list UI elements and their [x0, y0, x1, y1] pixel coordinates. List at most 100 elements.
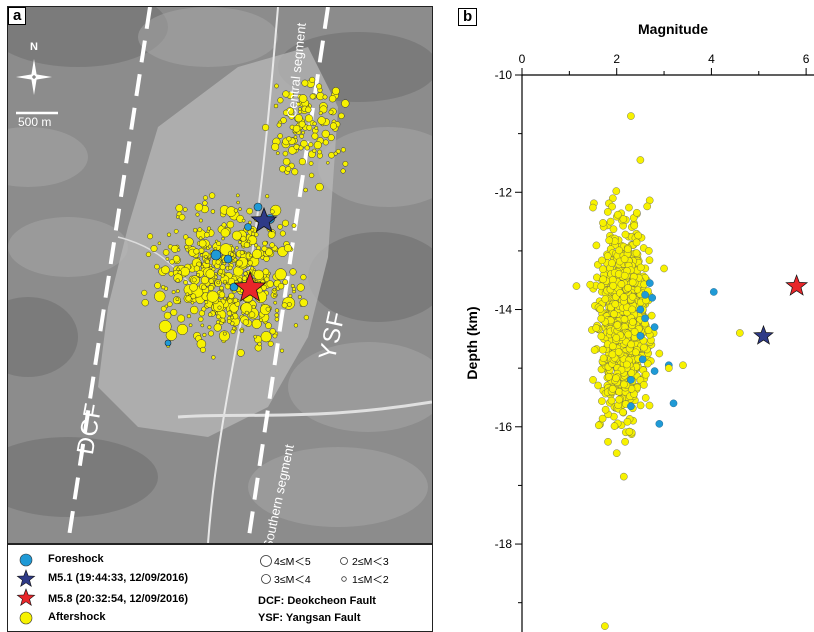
foreshock-point [641, 291, 649, 299]
aftershock-point [265, 322, 272, 330]
aftershock-point [208, 330, 215, 337]
aftershock-point [274, 268, 287, 281]
legend-m51-symbol [16, 569, 36, 587]
aftershock-point [620, 255, 629, 263]
aftershock-point [204, 300, 209, 305]
aftershock-point [141, 299, 149, 307]
aftershock-point [589, 203, 597, 212]
aftershock-point [305, 106, 312, 113]
aftershock-point [621, 230, 630, 239]
aftershock-point [185, 292, 190, 297]
aftershock-point [326, 161, 330, 165]
aftershock-point [341, 99, 350, 108]
aftershock-point [632, 238, 641, 247]
aftershock-point [162, 249, 170, 256]
aftershock-point [316, 83, 323, 90]
legend-symbols [16, 553, 348, 625]
aftershock-point [322, 94, 328, 100]
aftershock-point [198, 316, 204, 322]
legend-foreshock-symbol [19, 553, 33, 567]
aftershock-point [628, 292, 637, 301]
aftershock-point [309, 93, 316, 100]
aftershock-point [301, 130, 305, 135]
aftershock-point [273, 300, 278, 305]
aftershock-point [250, 231, 256, 237]
aftershock-point [175, 204, 184, 212]
aftershock-point [592, 241, 601, 250]
aftershock-point [645, 401, 654, 410]
aftershock-point [604, 372, 613, 381]
aftershock-point [236, 259, 243, 267]
aftershock-point [282, 279, 289, 285]
aftershock-point [184, 244, 189, 250]
aftershock-point [296, 283, 305, 292]
aftershock-point [260, 284, 267, 291]
aftershock-point [208, 192, 216, 199]
foreshock-point [636, 332, 645, 340]
foreshock-point [669, 399, 678, 408]
legend-dcf-label: DCF: Deokcheon Fault [258, 595, 376, 607]
aftershock-point [643, 359, 652, 368]
aftershock-point [293, 135, 298, 139]
aftershock-point [620, 315, 629, 324]
aftershock-point [226, 310, 233, 316]
aftershock-point [664, 364, 673, 372]
aftershock-point [340, 147, 346, 153]
aftershock-point [628, 318, 637, 326]
aftershock-point [597, 332, 606, 341]
terrain-ridge [248, 447, 428, 527]
aftershock-point [184, 237, 194, 247]
aftershock-point [317, 149, 322, 155]
aftershock-point [601, 295, 610, 303]
aftershock-point [298, 120, 306, 128]
aftershock-point [619, 408, 627, 417]
aftershock-point [282, 157, 291, 166]
legend-mag45-label: 4≤M＜5 [274, 556, 311, 568]
depth-magnitude-chart: 0 2 4 6 -10 -12 -14 -16 -18 Magnitude Depth (km) [464, 21, 814, 632]
aftershock-point [624, 284, 632, 292]
aftershock-point [220, 228, 230, 238]
aftershock-point [216, 241, 222, 246]
aftershock-point [267, 340, 274, 347]
legend-aftershock-symbol [19, 611, 33, 625]
aftershock-point [644, 247, 653, 255]
aftershock-point [265, 194, 270, 199]
foreshock-point [210, 249, 222, 261]
aftershock-point [201, 306, 207, 312]
aftershock-point [157, 241, 162, 246]
aftershock-point [243, 271, 248, 276]
terrain-ridge [288, 342, 432, 432]
aftershock-point [250, 266, 255, 271]
aftershock-point [294, 114, 303, 123]
aftershock-point [198, 247, 205, 254]
aftershock-point [306, 124, 313, 131]
legend-mag23-symbol [340, 557, 348, 565]
aftershock-point [340, 168, 346, 174]
aftershock-point [213, 323, 222, 332]
aftershock-point [640, 343, 648, 352]
aftershock-point [165, 257, 170, 261]
legend-mag45-symbol [260, 555, 272, 567]
aftershock-point [275, 151, 280, 156]
aftershock-point [193, 248, 200, 255]
aftershock-point [195, 212, 200, 217]
aftershock-point [641, 394, 650, 402]
aftershock-point [141, 289, 148, 296]
aftershock-point [308, 142, 314, 148]
aftershock-point [338, 112, 345, 120]
aftershock-point [182, 207, 188, 212]
aftershock-point [312, 121, 317, 126]
foreshock-point [253, 202, 263, 212]
aftershock-point [636, 401, 645, 410]
foreshock-point [244, 223, 252, 231]
aftershock-point [632, 249, 641, 257]
aftershock-point [609, 225, 618, 233]
terrain-ridge [8, 217, 128, 277]
aftershock-point [303, 314, 310, 321]
aftershock-point [207, 312, 213, 317]
aftershock-point [205, 269, 215, 279]
aftershock-point [599, 265, 607, 274]
aftershock-point [613, 321, 622, 329]
aftershock-point [220, 317, 226, 323]
aftershock-point [601, 622, 609, 630]
